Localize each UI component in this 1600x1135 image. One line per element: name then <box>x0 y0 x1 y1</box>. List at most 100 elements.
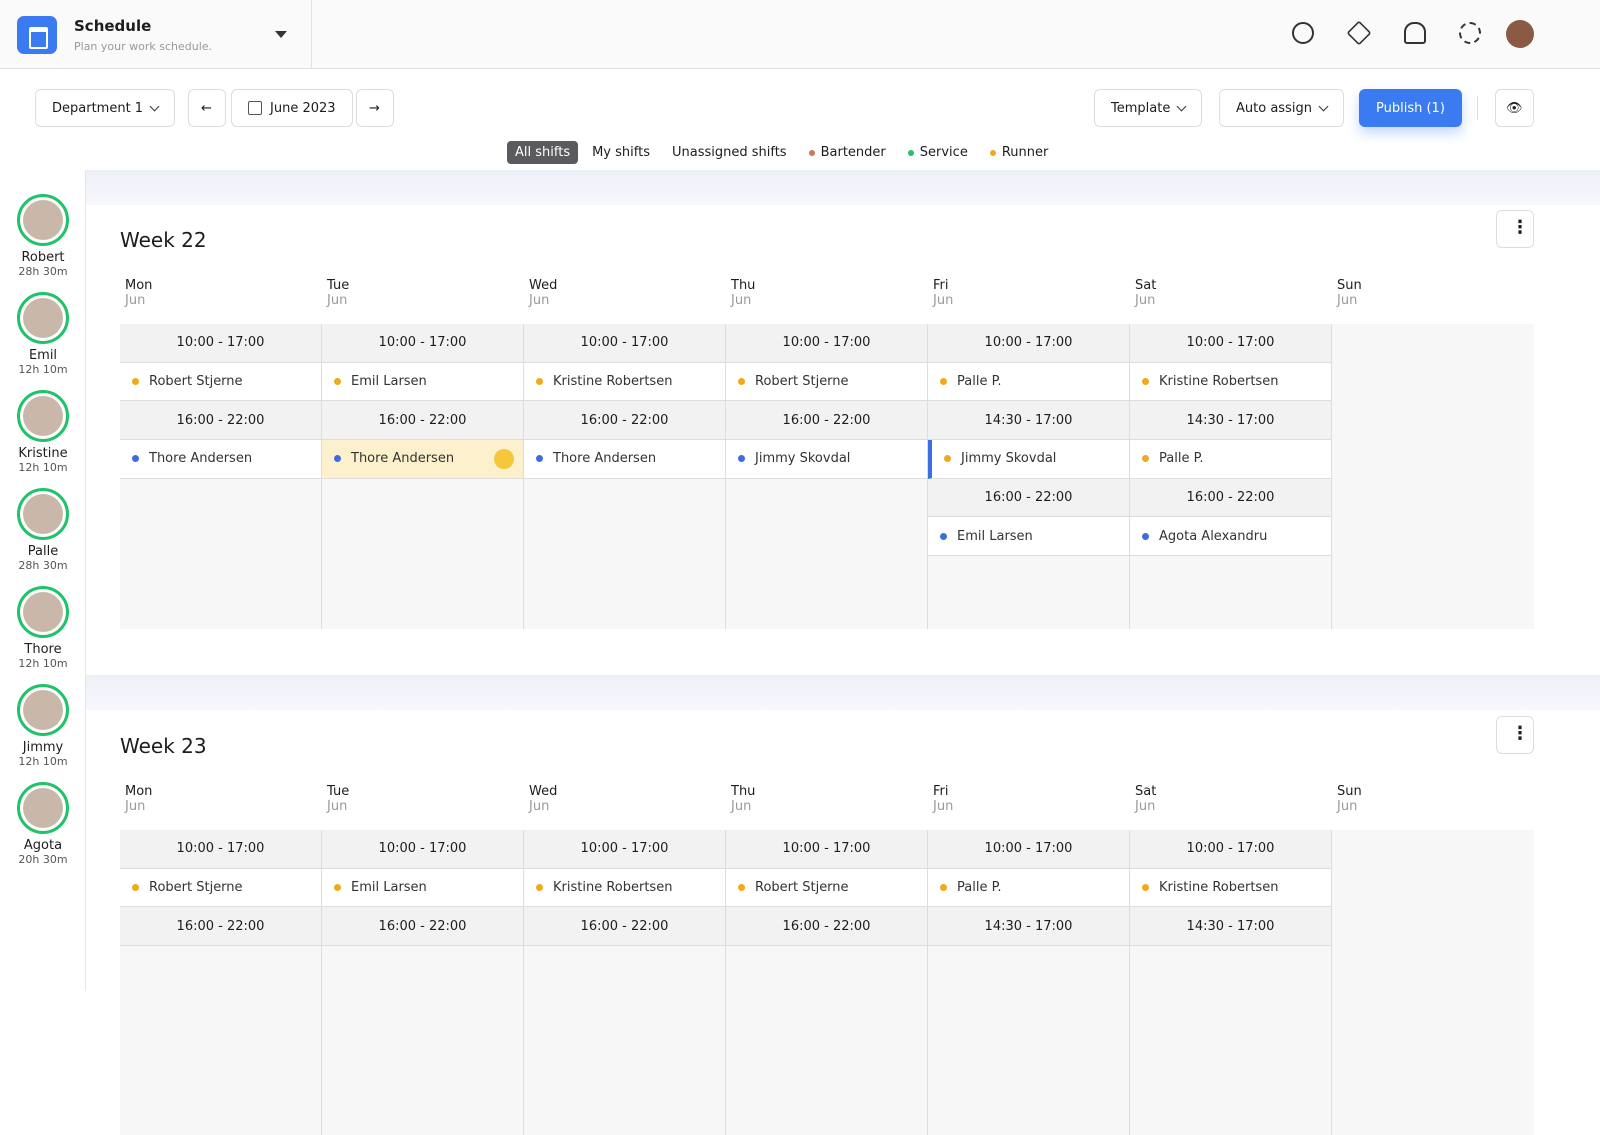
prev-button[interactable]: ← <box>188 89 226 127</box>
filter-chip[interactable]: All shifts <box>507 141 579 164</box>
week-menu[interactable] <box>1496 210 1534 248</box>
shift-person[interactable]: Thore Andersen <box>120 440 321 479</box>
app-logo[interactable] <box>17 16 57 54</box>
section-band <box>86 675 1600 710</box>
month-picker[interactable]: June 2023 <box>231 89 353 127</box>
filter-chip[interactable]: Bartender <box>801 141 894 164</box>
person-name: Kristine Robertsen <box>1159 880 1279 896</box>
template-button[interactable]: Template <box>1094 89 1203 127</box>
shift-time[interactable]: 16:00 - 22:00 <box>1130 478 1331 518</box>
shift-person[interactable]: Palle P. <box>928 868 1129 908</box>
shift-time[interactable]: 10:00 - 17:00 <box>1130 324 1331 363</box>
shift-time[interactable]: 10:00 - 17:00 <box>928 324 1129 363</box>
day-cell: 10:00 - 17:00 Palle P. 14:30 - 17:00 <box>928 830 1130 1135</box>
month-label: June 2023 <box>270 100 336 116</box>
shift-person[interactable]: Robert Stjerne <box>726 868 927 908</box>
employee-avatar <box>17 782 69 834</box>
settings-icon[interactable] <box>1459 22 1481 44</box>
auto-assign-label: Auto assign <box>1236 100 1312 116</box>
people-icon[interactable] <box>1292 22 1314 44</box>
shift-time[interactable]: 10:00 - 17:00 <box>120 324 321 363</box>
user-avatar[interactable] <box>1506 20 1534 48</box>
day-cell: 10:00 - 17:00 Robert Stjerne 16:00 - 22:00… <box>726 324 928 629</box>
shift-person[interactable]: Emil Larsen <box>322 362 523 402</box>
view-toggle[interactable]: 👁 <box>1495 89 1534 127</box>
day-name: Wed <box>529 278 558 293</box>
filter-chip[interactable]: Unassigned shifts <box>671 145 787 160</box>
shift-time[interactable]: 10:00 - 17:00 <box>524 324 725 363</box>
day-name: Sun <box>1337 784 1362 799</box>
shift-time[interactable]: 16:00 - 22:00 <box>726 907 927 947</box>
shift-person[interactable]: Kristine Robertsen <box>1130 868 1331 908</box>
shift-person[interactable]: Agota Alexandru <box>1130 517 1331 557</box>
shift-time[interactable]: 10:00 - 17:00 <box>726 830 927 869</box>
employee[interactable]: Emil 12h 10m <box>0 292 86 376</box>
day-month: Jun <box>933 799 954 814</box>
day-name: Sat <box>1135 784 1157 799</box>
shift-time[interactable]: 10:00 - 17:00 <box>322 830 523 869</box>
app-menu[interactable] <box>275 31 287 44</box>
auto-assign-button[interactable]: Auto assign <box>1219 89 1344 127</box>
shift-time[interactable]: 16:00 - 22:00 <box>726 401 927 441</box>
day-column: Tue Jun 10:00 - 17:00 Emil Larsen 16:00 - 22… <box>322 784 524 1135</box>
shift-time[interactable]: 16:00 - 22:00 <box>524 401 725 441</box>
day-cell: 10:00 - 17:00 Palle P. 14:30 - 17:00 Jimmy … <box>928 324 1130 629</box>
shift-time[interactable]: 14:30 - 17:00 <box>928 907 1129 947</box>
day-column: Fri Jun 10:00 - 17:00 Palle P. 14:30 - 17:00 <box>928 784 1130 1135</box>
week-menu[interactable] <box>1496 716 1534 754</box>
shift-time[interactable]: 16:00 - 22:00 <box>928 478 1129 518</box>
shift-person[interactable]: Emil Larsen <box>928 517 1129 557</box>
filter-chip[interactable]: Service <box>900 141 976 164</box>
shift-time[interactable]: 16:00 - 22:00 <box>322 907 523 947</box>
employee[interactable]: Palle 28h 30m <box>0 488 86 572</box>
employee-hours: 12h 10m <box>18 461 68 474</box>
employee[interactable]: Jimmy 12h 10m <box>0 684 86 768</box>
employee[interactable]: Robert 28h 30m <box>0 194 86 278</box>
shift-time[interactable]: 10:00 - 17:00 <box>120 830 321 869</box>
shift-time[interactable]: 14:30 - 17:00 <box>928 401 1129 441</box>
page: Schedule Plan your work schedule. Depart… <box>0 0 1600 991</box>
employee-avatar <box>17 390 69 442</box>
send-icon[interactable] <box>1346 20 1372 46</box>
shift-person[interactable]: Thore Andersen <box>524 440 725 479</box>
shift-time[interactable]: 14:30 - 17:00 <box>1130 907 1331 947</box>
shift-person[interactable]: Jimmy Skovdal <box>928 440 1129 479</box>
shift-person[interactable]: Robert Stjerne <box>120 362 321 402</box>
shift-person[interactable]: Jimmy Skovdal <box>726 440 927 479</box>
employee[interactable]: Agota 20h 30m <box>0 782 86 866</box>
shift-time[interactable]: 10:00 - 17:00 <box>928 830 1129 869</box>
shift-person[interactable]: Kristine Robertsen <box>1130 362 1331 402</box>
person-name: Jimmy Skovdal <box>961 451 1057 467</box>
department-select[interactable]: Department 1 <box>35 89 176 127</box>
shift-person[interactable]: Palle P. <box>928 362 1129 402</box>
bell-icon[interactable] <box>1404 22 1426 44</box>
shift-time[interactable]: 10:00 - 17:00 <box>726 324 927 363</box>
filter-chip[interactable]: My shifts <box>592 145 650 160</box>
shift-time[interactable]: 16:00 - 22:00 <box>120 907 321 947</box>
shift-time[interactable]: 10:00 - 17:00 <box>1130 830 1331 869</box>
shift-time[interactable]: 16:00 - 22:00 <box>322 401 523 441</box>
next-button[interactable]: → <box>356 89 394 127</box>
shift-person[interactable]: Robert Stjerne <box>120 868 321 908</box>
shift-person[interactable]: Thore Andersen <box>322 440 523 479</box>
shift-person[interactable]: Kristine Robertsen <box>524 868 725 908</box>
person-name: Palle P. <box>1159 451 1204 467</box>
employee-hours: 28h 30m <box>18 265 68 278</box>
employee[interactable]: Kristine 12h 10m <box>0 390 86 474</box>
employee[interactable]: Thore 12h 10m <box>0 586 86 670</box>
shift-time[interactable]: 16:00 - 22:00 <box>120 401 321 441</box>
filter-chip[interactable]: Runner <box>982 141 1057 164</box>
shift-time[interactable]: 16:00 - 22:00 <box>524 907 725 947</box>
shift-time[interactable]: 14:30 - 17:00 <box>1130 401 1331 441</box>
shift-person[interactable]: Emil Larsen <box>322 868 523 908</box>
shift-time[interactable]: 10:00 - 17:00 <box>524 830 725 869</box>
shift-person[interactable]: Palle P. <box>1130 440 1331 479</box>
shift-person[interactable]: Kristine Robertsen <box>524 362 725 402</box>
day-month: Jun <box>1135 799 1156 814</box>
shift-time[interactable]: 10:00 - 17:00 <box>322 324 523 363</box>
person-name: Emil Larsen <box>957 528 1033 544</box>
publish-button[interactable]: Publish (1) <box>1359 89 1462 127</box>
shift-person[interactable]: Robert Stjerne <box>726 362 927 402</box>
day-header: Fri Jun <box>928 784 1130 830</box>
day-cell <box>1332 830 1534 1135</box>
